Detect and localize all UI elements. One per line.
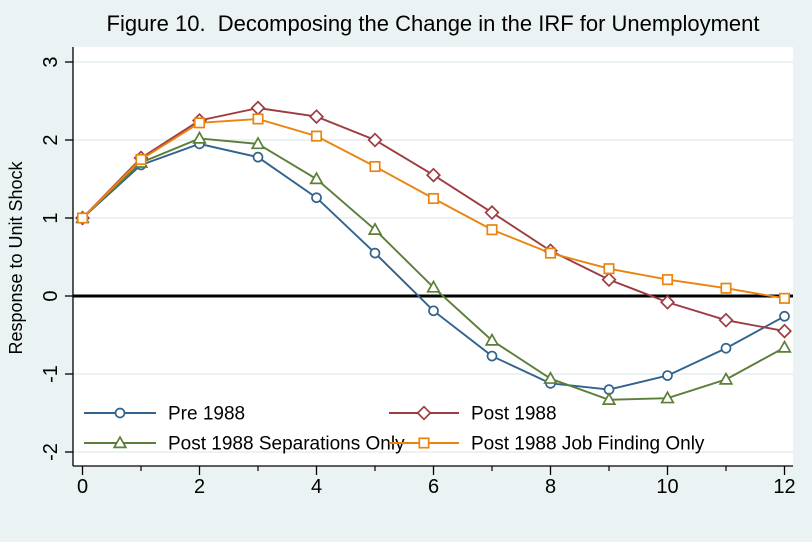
marker-square bbox=[661, 274, 674, 286]
marker-circle bbox=[369, 247, 381, 259]
marker-square bbox=[778, 292, 791, 304]
marker-diamond bbox=[659, 294, 676, 310]
chart-title: Figure 10. Decomposing the Change in the… bbox=[107, 11, 760, 36]
marker-diamond bbox=[416, 405, 432, 421]
marker-circle bbox=[486, 350, 498, 362]
marker-circle bbox=[662, 370, 673, 381]
marker-square bbox=[603, 263, 615, 275]
marker-diamond bbox=[484, 205, 500, 221]
y-tick-label: 0 bbox=[40, 290, 62, 301]
x-tick-label: 8 bbox=[545, 476, 556, 498]
marker-diamond bbox=[367, 132, 383, 148]
legend-label: Pre 1988 bbox=[168, 404, 245, 425]
x-tick-label: 0 bbox=[77, 476, 88, 498]
legend-entry: Post 1988 Separations Only bbox=[84, 434, 405, 455]
x-tick-label: 4 bbox=[311, 476, 322, 498]
marker-square bbox=[720, 282, 732, 294]
marker-diamond bbox=[718, 312, 734, 328]
marker-circle bbox=[779, 310, 790, 322]
legend-entry: Post 1988 bbox=[389, 404, 557, 425]
marker-triangle bbox=[112, 435, 128, 449]
y-tick-label: 1 bbox=[40, 212, 62, 223]
legend: Pre 1988 Post 1988 Post 1988 Separations O… bbox=[84, 404, 705, 455]
legend-entry: Post 1988 Job Finding Only bbox=[389, 434, 705, 455]
marker-triangle bbox=[426, 279, 441, 293]
y-tick-label: 3 bbox=[40, 56, 62, 67]
marker-circle bbox=[114, 407, 126, 419]
y-tick-label: -1 bbox=[40, 365, 62, 383]
x-tick-label: 12 bbox=[773, 476, 795, 498]
marker-diamond bbox=[425, 167, 442, 183]
marker-triangle bbox=[660, 390, 675, 404]
marker-square bbox=[369, 160, 381, 173]
marker-circle bbox=[252, 151, 264, 163]
marker-triangle bbox=[309, 171, 324, 185]
series-post-1988-job-finding-only bbox=[76, 113, 791, 304]
legend-label: Post 1988 Job Finding Only bbox=[471, 434, 705, 455]
marker-triangle bbox=[543, 371, 558, 384]
series-layer bbox=[74, 100, 793, 405]
legend-label: Post 1988 bbox=[471, 404, 557, 425]
legend-label: Post 1988 Separations Only bbox=[168, 434, 405, 455]
marker-square bbox=[427, 192, 440, 205]
marker-triangle bbox=[484, 332, 500, 346]
marker-circle bbox=[720, 342, 732, 354]
marker-square bbox=[310, 130, 323, 142]
marker-square bbox=[76, 212, 89, 224]
x-tick-label: 6 bbox=[428, 476, 439, 498]
x-tick-label: 2 bbox=[194, 476, 205, 498]
marker-diamond bbox=[308, 109, 325, 125]
series-post-1988-separations-only bbox=[75, 130, 792, 405]
y-tick-label: 2 bbox=[40, 134, 62, 145]
marker-circle bbox=[311, 192, 322, 204]
marker-triangle bbox=[777, 339, 792, 353]
marker-triangle bbox=[250, 136, 266, 150]
marker-triangle bbox=[718, 371, 734, 385]
marker-square bbox=[544, 247, 557, 259]
marker-triangle bbox=[601, 392, 617, 405]
marker-square bbox=[193, 117, 206, 129]
marker-triangle bbox=[367, 222, 383, 235]
marker-circle bbox=[428, 305, 439, 317]
legend-entry: Pre 1988 bbox=[84, 404, 245, 425]
marker-square bbox=[252, 113, 264, 125]
marker-diamond bbox=[601, 272, 617, 288]
y-axis-title: Response to Unit Shock bbox=[6, 160, 26, 354]
marker-square bbox=[486, 224, 498, 236]
marker-diamond bbox=[776, 323, 793, 339]
marker-triangle bbox=[192, 130, 207, 144]
y-tick-label: -2 bbox=[40, 443, 62, 461]
marker-square bbox=[135, 153, 147, 166]
x-tick-label: 10 bbox=[656, 476, 678, 498]
marker-square bbox=[418, 437, 430, 449]
